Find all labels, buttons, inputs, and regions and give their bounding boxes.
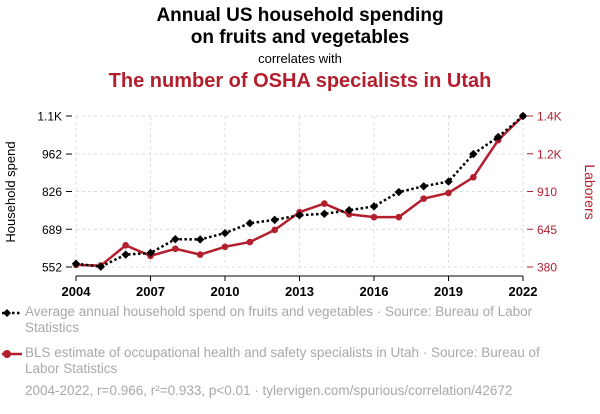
series2-point-2011 [246,238,254,246]
series1-point-2020 [469,149,478,159]
series1-point-2006 [121,250,130,259]
series1-point-2017 [394,187,404,197]
series1-point-2018 [419,182,428,191]
series2-point-2009 [196,251,204,258]
series1-point-2013 [295,210,304,220]
x-tick-label-2: 2010 [211,284,240,299]
chart-title-line-3: The number of OSHA specialists in Utah [108,70,492,92]
series2-point-2019 [445,189,452,197]
legend-swatch-series2 [2,350,22,358]
footer-stats: 2004-2022, r=0.966, r²=0.933, p<0.01 · t… [25,383,513,398]
series1-point-2015 [344,206,354,215]
series1-point-2022 [518,111,528,121]
series1-point-2007 [146,248,155,258]
x-tick-label-5: 2019 [434,284,463,299]
series2-point-2006 [122,242,129,249]
y-right-tick-label-1: 645 [537,223,557,237]
y-left-tick-label-4: 1.1K [37,110,62,124]
x-tick-label-1: 2007 [136,284,165,299]
y-left-tick-label-1: 689 [42,223,62,237]
y-right-tick-label-0: 380 [537,261,557,275]
y-right-axis-title: Laborers [582,164,598,219]
y-left-tick-label-2: 826 [42,185,62,199]
series1-point-2021 [493,132,503,142]
series1-point-2012 [270,215,279,225]
chart-title-connector: correlates with [258,51,342,66]
series1-point-2011 [245,218,255,228]
y-right-tick-label-3: 1.2K [537,147,562,161]
series1-point-2014 [320,209,329,219]
y-left-tick-label-0: 552 [42,261,62,275]
series2-point-2020 [470,173,477,181]
chart: 552 689 826 962 1.1K 380 645 910 1.2K 1.4K 2004 200… [3,110,598,300]
series1-point-2004 [71,259,81,268]
x-tick-label-3: 2013 [285,284,314,299]
series2-point-2010 [221,243,229,251]
series2-point-2018 [420,195,427,202]
y-right-tick-label-4: 1.4K [537,110,562,124]
legend-text-series1: Average annual household spend on fruits… [25,304,533,335]
series1-point-2010 [220,228,230,238]
x-tick-label-0: 2004 [62,284,92,299]
x-tick-label-6: 2022 [509,284,538,299]
legend-text-series2: BLS estimate of occupational health and … [25,345,540,376]
series2-point-2008 [172,245,179,253]
series1-point-2016 [369,202,379,211]
y-right-tick-label-2: 910 [537,185,557,199]
series2-point-2012 [271,226,278,234]
series1-point-2009 [195,235,205,244]
chart-title-line-1: Annual US household spending [156,5,444,26]
series1-point-2005 [96,262,106,271]
series2-point-2016 [370,213,378,221]
series1-point-2019 [444,177,453,186]
legend-swatch-series1 [2,309,22,317]
y-left-axis-title: Household spend [3,141,18,242]
series2-point-2014 [321,200,328,207]
chart-title-line-2: on fruits and vegetables [190,27,410,48]
y-left-tick-label-3: 962 [42,148,62,162]
series2-point-2017 [395,213,403,221]
series1-point-2008 [171,234,180,244]
x-tick-label-4: 2016 [360,284,389,299]
